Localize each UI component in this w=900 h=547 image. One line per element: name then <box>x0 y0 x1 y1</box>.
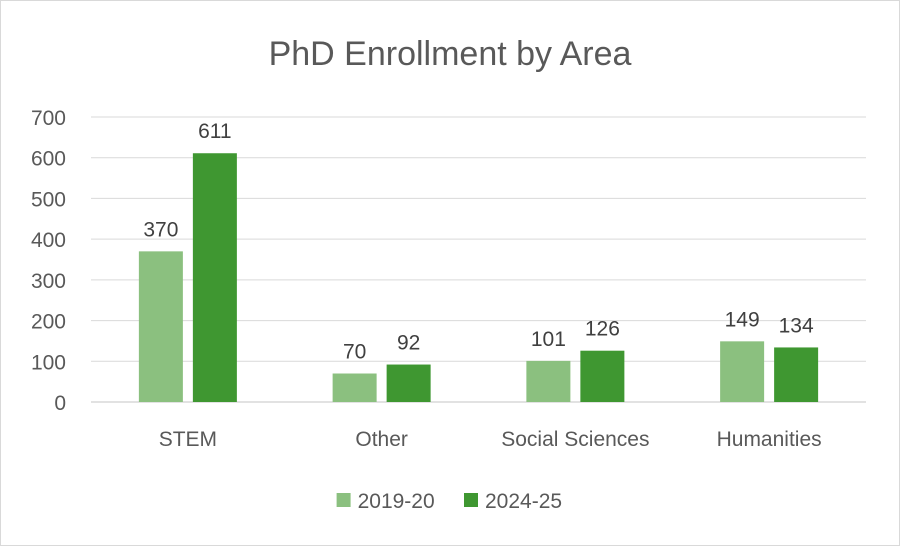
data-label-other-2024-25: 92 <box>397 332 420 355</box>
bar-stem-2024-25 <box>192 153 237 402</box>
data-label-stem-2024-25: 611 <box>198 120 231 143</box>
data-label-stem-2019-20: 370 <box>143 218 178 241</box>
data-label-humanities-2019-20: 149 <box>725 308 760 331</box>
y-tick-label: 200 <box>31 311 66 334</box>
bar-other-2019-20 <box>332 373 377 402</box>
legend-swatch-2024-25 <box>464 493 478 507</box>
x-tick-label: Social Sciences <box>501 428 649 451</box>
data-label-social-sciences-2024-25: 126 <box>585 318 620 341</box>
bar-social-sciences-2024-25 <box>580 350 625 402</box>
legend-swatch-2019-20 <box>336 493 351 507</box>
y-axis-ticks: 0 100 200 300 400 500 600 700 <box>31 107 66 415</box>
bars <box>138 153 819 402</box>
x-tick-label: STEM <box>159 428 217 451</box>
y-tick-label: 700 <box>31 107 66 130</box>
y-tick-label: 500 <box>31 188 66 211</box>
data-label-social-sciences-2019-20: 101 <box>531 328 566 351</box>
legend-label-2019-20: 2019-20 <box>358 490 435 513</box>
y-tick-label: 0 <box>54 392 66 415</box>
legend-label-2024-25: 2024-25 <box>485 490 562 513</box>
x-axis-ticks: STEM Other Social Sciences Humanities <box>159 428 822 451</box>
data-label-other-2019-20: 70 <box>343 341 366 364</box>
x-tick-label: Other <box>355 428 408 451</box>
legend: 2019-20 2024-25 <box>336 490 562 513</box>
bar-stem-2019-20 <box>138 251 183 402</box>
chart-title: PhD Enrollment by Area <box>269 35 632 73</box>
bar-humanities-2024-25 <box>774 347 819 402</box>
data-label-humanities-2024-25: 134 <box>779 314 814 337</box>
y-tick-label: 600 <box>31 148 66 171</box>
bar-social-sciences-2019-20 <box>526 360 571 402</box>
data-labels: 370 611 70 92 101 126 149 134 <box>143 120 814 363</box>
x-tick-label: Humanities <box>717 428 822 451</box>
bar-other-2024-25 <box>386 364 431 402</box>
y-tick-label: 400 <box>31 229 66 252</box>
y-tick-label: 300 <box>31 270 66 293</box>
y-tick-label: 100 <box>31 351 66 374</box>
bar-humanities-2019-20 <box>720 341 765 402</box>
